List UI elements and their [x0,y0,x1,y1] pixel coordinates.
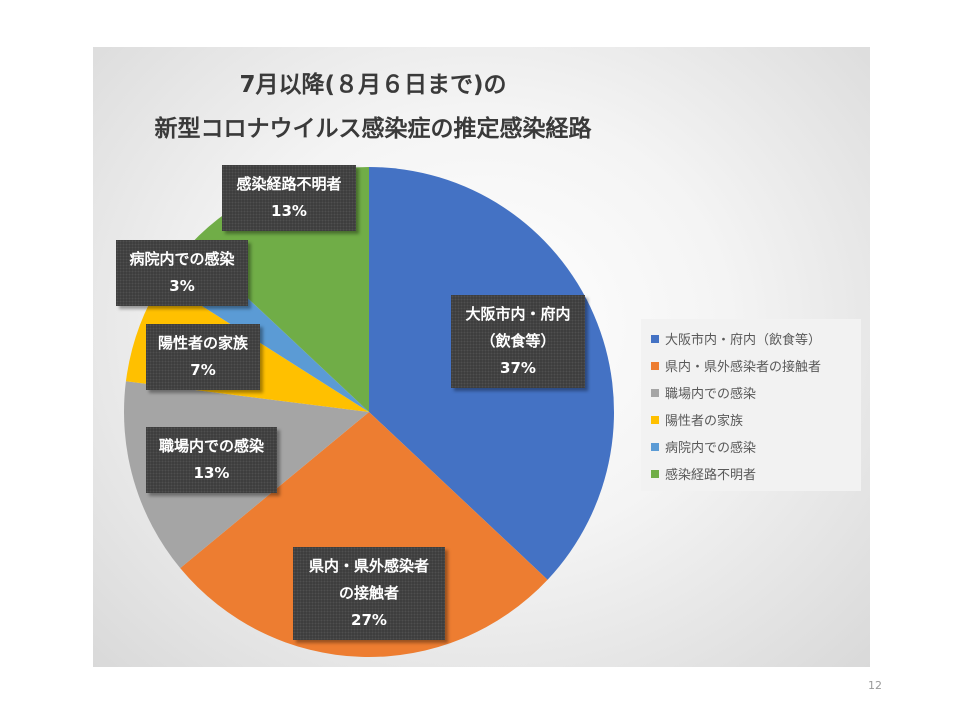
data-label-category: （飲食等） [480,332,556,350]
legend-label: 感染経路不明者 [665,468,757,483]
pie-slice [180,412,548,658]
legend-label: 職場内での感染 [665,387,757,402]
legend-label: 病院内での感染 [665,441,757,456]
data-label-value: 13% [271,202,307,220]
data-label-value: 3% [169,277,195,295]
data-label-value: 13% [193,464,230,482]
legend-label: 陽性者の家族 [665,414,744,429]
data-label: 県内・県外感染者 の接触者 27% [293,547,445,640]
page-number: 12 [868,679,882,692]
legend-item: 陽性者の家族 [651,406,861,433]
data-label-value: 37% [500,359,536,377]
data-label: 大阪市内・府内 （飲食等） 37% [451,295,585,388]
legend-item: 感染経路不明者 [651,460,861,487]
data-label-value: 7% [190,361,216,379]
legend-label: 大阪市内・府内（飲食等） [665,333,822,348]
data-label: 職場内での感染 13% [146,427,277,493]
data-label: 感染経路不明者 13% [222,165,356,231]
legend-item: 病院内での感染 [651,433,861,460]
data-label-category: 感染経路不明者 [236,175,342,193]
legend-swatch [651,334,659,343]
legend-item: 県内・県外感染者の接触者 [651,352,861,379]
data-label-category: 県内・県外感染者 [308,557,429,575]
chart-legend: 大阪市内・府内（飲食等） 県内・県外感染者の接触者 職場内での感染 陽性者の家族 病院内… [641,319,861,491]
legend-swatch [651,442,659,451]
data-label-category: の接触者 [338,584,399,602]
data-label-category: 陽性者の家族 [157,334,248,352]
data-label: 陽性者の家族 7% [146,324,260,390]
data-label: 病院内での感染 3% [116,240,248,306]
legend-item: 職場内での感染 [651,379,861,406]
data-label-category: 病院内での感染 [129,250,235,268]
chart-area: 7月以降(８月６日まで)の 新型コロナウイルス感染症の推定感染経路 大阪市内・府… [93,47,870,667]
legend-swatch [651,415,659,424]
data-label-value: 27% [351,611,387,629]
chart-title-line-1: 7月以降(８月６日まで)の [239,72,507,98]
chart-title: 7月以降(８月６日まで)の 新型コロナウイルス感染症の推定感染経路 [93,63,653,151]
data-label-category: 大阪市内・府内 [465,305,571,323]
legend-swatch [651,361,659,370]
legend-item: 大阪市内・府内（飲食等） [651,325,861,352]
legend-swatch [651,388,659,397]
data-label-category: 職場内での感染 [158,437,264,455]
legend-swatch [651,469,659,478]
legend-label: 県内・県外感染者の接触者 [665,360,822,375]
chart-title-line-2: 新型コロナウイルス感染症の推定感染経路 [154,116,592,142]
